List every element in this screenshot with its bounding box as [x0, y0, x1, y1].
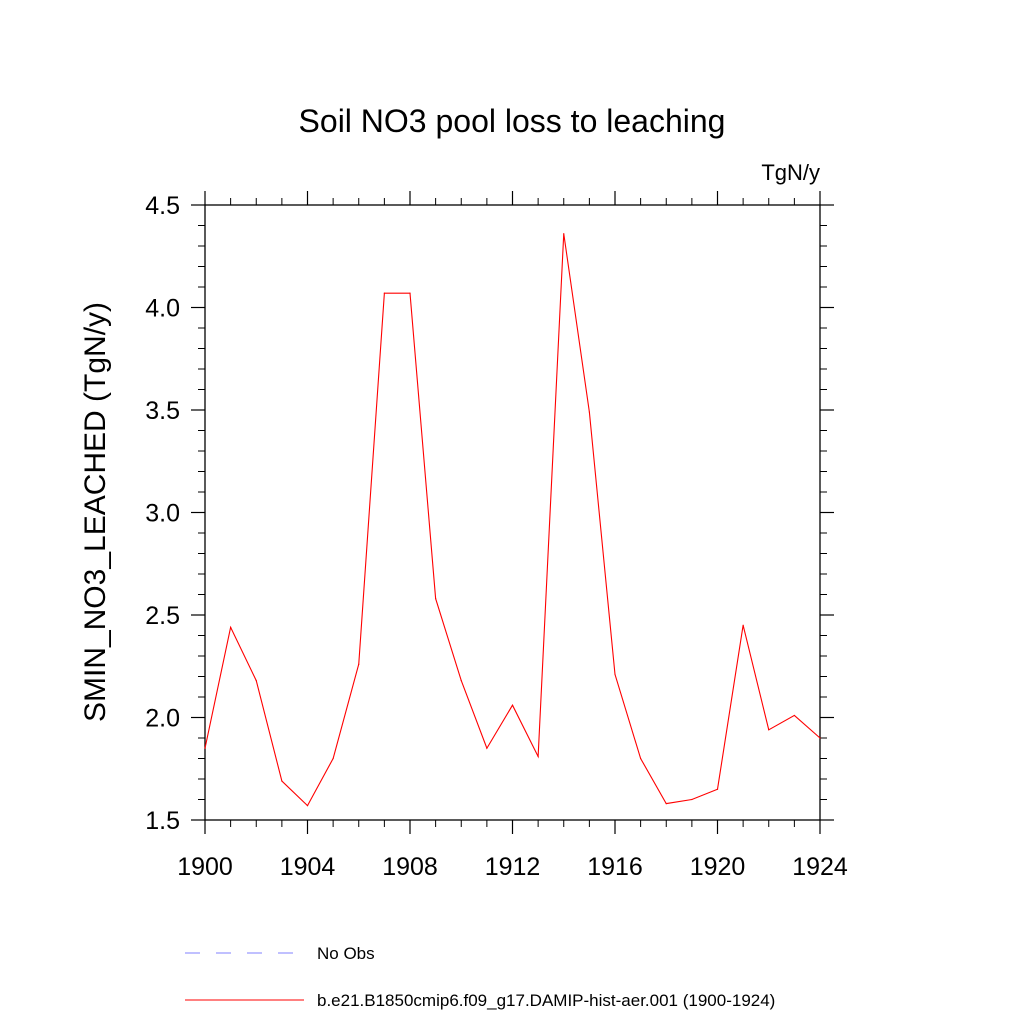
x-tick-label: 1908	[382, 853, 438, 881]
legend-label: b.e21.B1850cmip6.f09_g17.DAMIP-hist-aer.…	[317, 991, 775, 1010]
data-point	[281, 780, 283, 782]
data-point	[640, 757, 642, 760]
legend: No Obs b.e21.B1850cmip6.f09_g17.DAMIP-his…	[185, 944, 775, 1010]
data-point	[614, 673, 616, 676]
units-label: TgN/y	[761, 160, 820, 185]
y-axis-label: SMIN_NO3_LEACHED (TgN/y)	[79, 302, 112, 722]
data-point	[537, 755, 539, 758]
series-line	[204, 233, 821, 807]
y-tick-label: 4.0	[145, 295, 180, 323]
data-point	[332, 757, 334, 760]
data-point	[409, 292, 411, 294]
data-point	[460, 680, 462, 682]
data-point	[793, 714, 795, 717]
data-point	[716, 788, 719, 790]
data-point	[358, 663, 360, 665]
data-point	[819, 737, 821, 739]
y-tick-label: 4.5	[145, 192, 180, 220]
x-tick-label: 1900	[177, 853, 233, 881]
data-point	[486, 747, 488, 749]
data-point	[204, 747, 206, 749]
y-tick-label: 3.5	[145, 397, 180, 425]
data-point	[230, 626, 232, 628]
data-point	[691, 798, 693, 801]
y-tick-label: 2.0	[145, 705, 180, 733]
x-tick-label: 1904	[280, 853, 336, 881]
data-point	[511, 704, 514, 706]
x-tick-label: 1912	[485, 853, 541, 881]
y-tick-label: 3.0	[145, 500, 180, 528]
plot-frame	[204, 204, 821, 821]
data-point	[588, 411, 590, 413]
data-point	[563, 233, 565, 235]
data-point	[742, 624, 744, 626]
legend-label: No Obs	[317, 944, 375, 963]
y-tick-label: 1.5	[145, 807, 180, 835]
x-tick-label: 1924	[792, 853, 848, 881]
data-point	[255, 680, 257, 682]
data-point	[768, 729, 770, 731]
series-layer	[204, 233, 821, 807]
x-tick-label: 1920	[690, 853, 746, 881]
chart-title: Soil NO3 pool loss to leaching	[299, 103, 726, 139]
axis-ticks	[191, 191, 834, 834]
tick-labels: 1900 1904 1908 1912 1916 1920 1924 1.5 2.0 2.5 3.0…	[145, 192, 848, 881]
data-point	[665, 803, 667, 805]
data-point	[383, 292, 385, 294]
x-tick-label: 1916	[587, 853, 643, 881]
data-point	[306, 805, 309, 807]
y-tick-label: 2.5	[145, 602, 180, 630]
data-point	[435, 598, 437, 600]
